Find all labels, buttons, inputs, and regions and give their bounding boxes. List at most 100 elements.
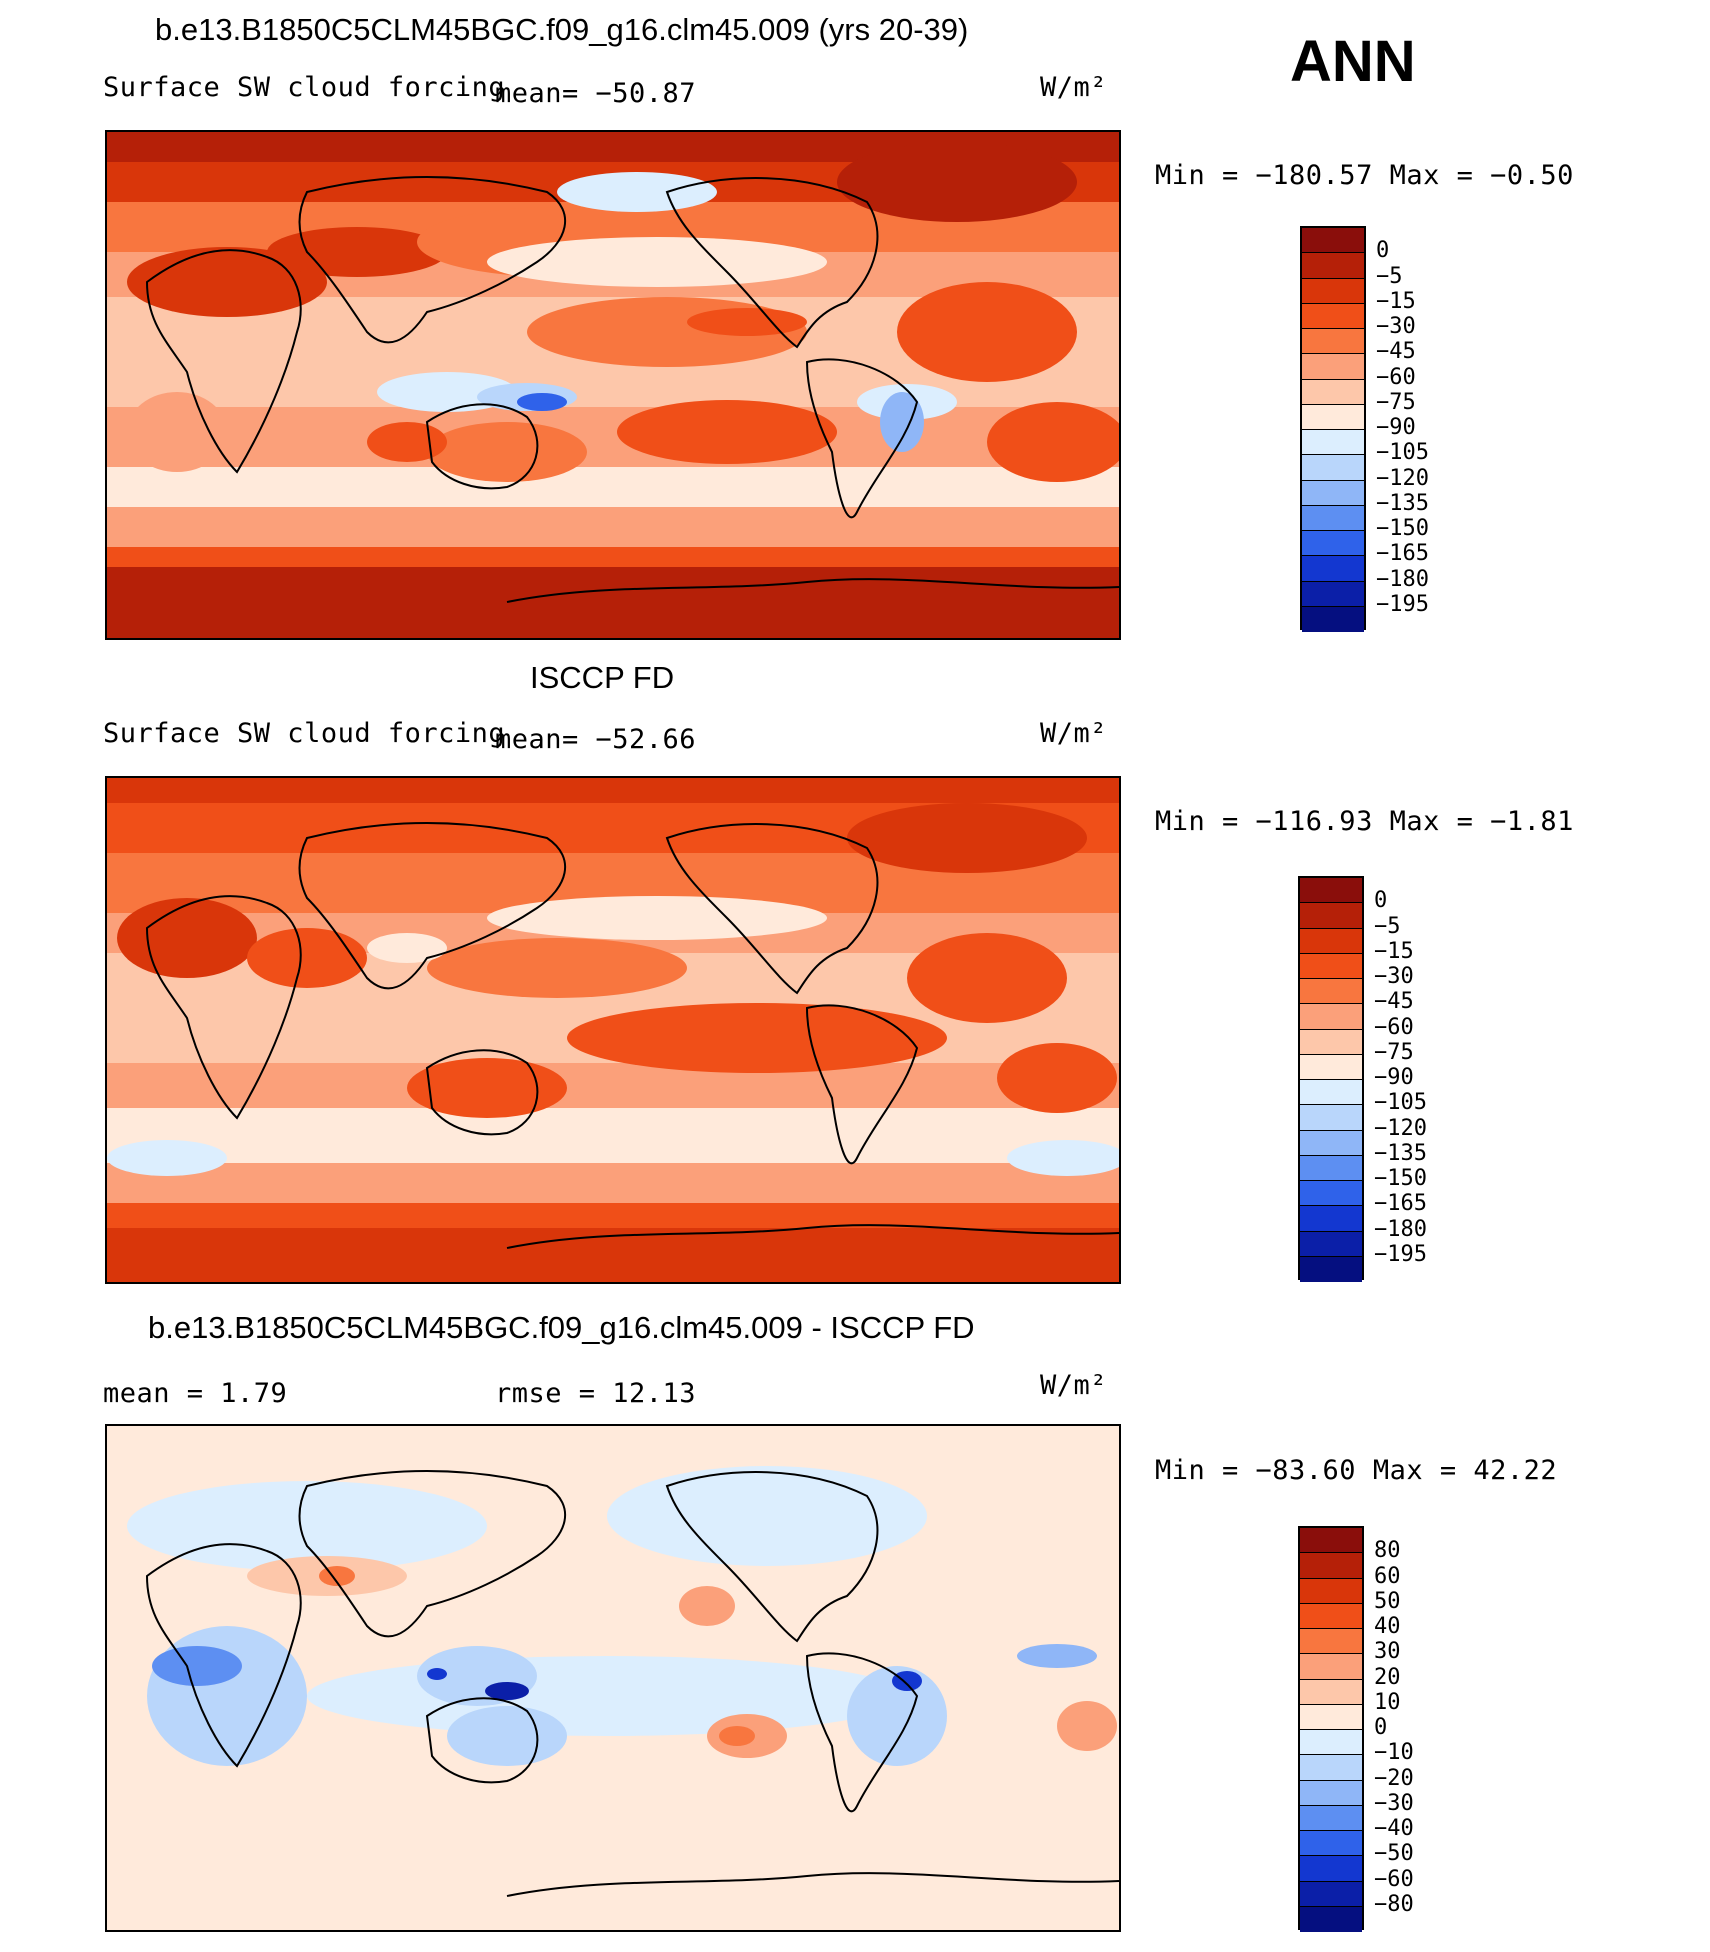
colorbar-swatch — [1300, 1704, 1362, 1730]
colorbar-tick-label: −150 — [1376, 516, 1429, 541]
colorbar-tick-label: −40 — [1374, 1816, 1414, 1841]
panel2-colorbar — [1298, 876, 1364, 1282]
colorbar-tick-label: −5 — [1374, 913, 1401, 939]
colorbar-tick-label: −30 — [1376, 314, 1416, 339]
colorbar-swatch — [1300, 1603, 1362, 1629]
panel1-minmax: Min = −180.57 Max = −0.50 — [1155, 160, 1574, 191]
colorbar-tick-label: 60 — [1374, 1563, 1401, 1589]
colorbar-tick-label: −20 — [1374, 1765, 1414, 1791]
panel3-minmax: Min = −83.60 Max = 42.22 — [1155, 1455, 1558, 1486]
colorbar-swatch — [1300, 928, 1362, 954]
colorbar-swatch — [1302, 531, 1364, 557]
colorbar-tick-label: −75 — [1376, 389, 1416, 415]
colorbar-swatch — [1300, 979, 1362, 1005]
panel2-map-svg — [107, 778, 1119, 1282]
colorbar-tick-label: −105 — [1376, 440, 1429, 466]
colorbar-swatch — [1300, 1029, 1362, 1055]
colorbar-swatch — [1300, 1231, 1362, 1257]
panel3-map — [105, 1424, 1121, 1932]
colorbar-swatch — [1300, 1780, 1362, 1806]
colorbar-swatch — [1302, 354, 1364, 380]
colorbar-tick-label: −165 — [1376, 541, 1429, 567]
colorbar-tick-label: 40 — [1374, 1614, 1401, 1639]
colorbar-tick-label: −165 — [1374, 1191, 1427, 1217]
colorbar-swatch — [1302, 480, 1364, 506]
panel1-map — [105, 130, 1121, 640]
colorbar-tick-label: −90 — [1376, 415, 1416, 440]
colorbar-swatch — [1300, 1155, 1362, 1181]
colorbar-swatch — [1300, 1629, 1362, 1655]
colorbar-tick-label: 0 — [1374, 888, 1388, 914]
colorbar-swatch — [1302, 278, 1364, 304]
panel3-map-svg — [107, 1426, 1119, 1930]
colorbar-tick-label: −105 — [1374, 1090, 1427, 1116]
colorbar-tick-label: −150 — [1374, 1166, 1427, 1191]
colorbar-tick-label: −135 — [1374, 1140, 1427, 1166]
colorbar-swatch — [1302, 379, 1364, 405]
colorbar-tick-label: 80 — [1374, 1538, 1401, 1564]
panel1-map-svg — [107, 132, 1119, 638]
colorbar-swatch — [1300, 1004, 1362, 1030]
colorbar-swatch — [1300, 1181, 1362, 1207]
panel3-rmse: rmse = 12.13 — [495, 1378, 697, 1409]
panel1-units: W/m² — [1040, 72, 1108, 103]
panel3-colorbar — [1298, 1526, 1364, 1932]
colorbar-swatch — [1300, 1528, 1362, 1554]
colorbar-swatch — [1300, 953, 1362, 979]
colorbar-swatch — [1302, 606, 1364, 632]
colorbar-swatch — [1300, 1831, 1362, 1857]
colorbar-tick-label: −30 — [1374, 1790, 1414, 1816]
panel1-title: b.e13.B1850C5CLM45BGC.f09_g16.clm45.009 … — [155, 12, 969, 47]
colorbar-tick-label: −80 — [1374, 1891, 1414, 1917]
colorbar-tick-label: −60 — [1376, 364, 1416, 390]
colorbar-swatch — [1302, 556, 1364, 582]
panel2-map — [105, 776, 1121, 1284]
colorbar-swatch — [1300, 1256, 1362, 1282]
colorbar-swatch — [1302, 581, 1364, 607]
colorbar-tick-label: −15 — [1374, 938, 1414, 964]
colorbar-swatch — [1300, 1906, 1362, 1932]
panel3-mean: mean = 1.79 — [103, 1378, 288, 1409]
colorbar-swatch — [1300, 878, 1362, 904]
colorbar-tick-label: −60 — [1374, 1866, 1414, 1892]
colorbar-tick-label: −195 — [1374, 1241, 1427, 1267]
colorbar-tick-label: 50 — [1374, 1588, 1401, 1614]
colorbar-tick-label: −30 — [1374, 964, 1414, 989]
panel3-title: b.e13.B1850C5CLM45BGC.f09_g16.clm45.009 … — [148, 1310, 975, 1345]
colorbar-tick-label: −90 — [1374, 1065, 1414, 1090]
panel2-title: ISCCP FD — [530, 660, 675, 695]
colorbar-swatch — [1302, 430, 1364, 456]
colorbar-swatch — [1300, 1553, 1362, 1579]
colorbar-swatch — [1300, 1679, 1362, 1705]
panel1-variable: Surface SW cloud forcing — [103, 72, 506, 103]
colorbar-swatch — [1302, 303, 1364, 329]
panel3-units: W/m² — [1040, 1370, 1108, 1401]
colorbar-tick-label: −120 — [1374, 1115, 1427, 1141]
colorbar-tick-label: −10 — [1374, 1740, 1414, 1766]
panel1-colorbar — [1300, 226, 1366, 632]
panel2-minmax: Min = −116.93 Max = −1.81 — [1155, 806, 1574, 837]
colorbar-swatch — [1302, 505, 1364, 531]
colorbar-tick-label: 30 — [1374, 1639, 1401, 1665]
colorbar-tick-label: −75 — [1374, 1039, 1414, 1065]
colorbar-tick-label: −5 — [1376, 263, 1403, 289]
colorbar-tick-label: −45 — [1374, 989, 1414, 1015]
colorbar-tick-label: −180 — [1374, 1216, 1427, 1242]
colorbar-swatch — [1300, 1578, 1362, 1604]
colorbar-tick-label: 0 — [1376, 238, 1390, 264]
colorbar-swatch — [1300, 1881, 1362, 1907]
colorbar-tick-label: −15 — [1376, 288, 1416, 314]
colorbar-swatch — [1300, 1654, 1362, 1680]
colorbar-swatch — [1302, 455, 1364, 481]
colorbar-tick-label: 0 — [1374, 1715, 1388, 1740]
colorbar-swatch — [1302, 329, 1364, 355]
colorbar-swatch — [1300, 1130, 1362, 1156]
colorbar-tick-label: −135 — [1376, 490, 1429, 516]
colorbar-tick-label: −50 — [1374, 1841, 1414, 1867]
season-label: ANN — [1290, 29, 1416, 94]
colorbar-swatch — [1300, 903, 1362, 929]
panel2-units: W/m² — [1040, 718, 1108, 749]
colorbar-swatch — [1300, 1105, 1362, 1131]
colorbar-swatch — [1302, 404, 1364, 430]
colorbar-swatch — [1300, 1755, 1362, 1781]
